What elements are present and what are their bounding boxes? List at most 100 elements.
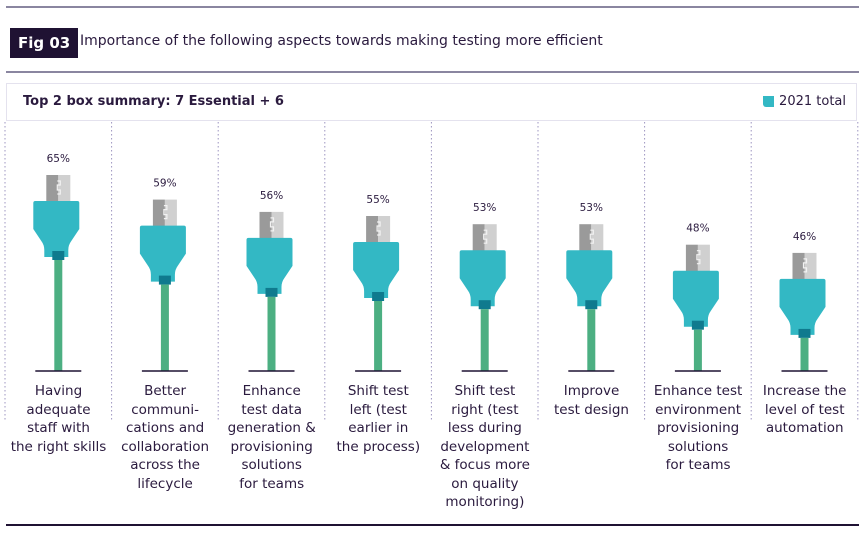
plug-head [353,242,400,298]
figure-badge: Fig 03 [10,28,79,58]
category-label-line: less during [447,420,522,436]
top-rule [6,6,859,8]
category-label-line: provisioning [656,420,740,436]
plug-cable [800,337,809,371]
plug-head [672,270,719,327]
plug-metal-light [591,224,604,252]
plug-collar [372,292,385,301]
plug-head [459,250,506,307]
plug-metal-notch [483,229,488,244]
value-label: 59% [153,178,176,190]
plug-metal-light [804,252,817,280]
plug-metal-light [271,211,284,239]
figure-title: Importance of the following aspects towa… [80,33,603,49]
plug-metal-notch [696,250,701,265]
title-rule [6,71,859,73]
plug-metal-notch [163,205,168,220]
category-label-line: Shift test [347,383,409,399]
summary-text: Top 2 box summary: 7 Essential + 6 [23,94,284,109]
category-label-line: test data [241,401,302,418]
category-label: Improve test design [538,382,645,419]
category-label-line: solutions [667,438,729,455]
value-label: 55% [366,194,389,206]
value-label: 65% [47,153,70,165]
plug-metal-notch [56,180,61,195]
plug-cable [374,301,383,371]
category-label-line: the process) [336,438,421,455]
plug-collar [585,300,598,310]
category-label-line: left (test [349,401,407,418]
category-label-line: across the [130,457,200,473]
summary-bar: Top 2 box summary: 7 Essential + 6 2021 … [6,83,857,121]
category-label-line: on quality [451,475,519,492]
category-label: Enhance test data generation & provisioning… [218,382,325,493]
category-label-line: environment [655,401,742,418]
plug-chart: 65% 59% 56% 55% 53% 53% 48% 46% [4,122,859,422]
category-label: Having adequate staff with the right skills [5,382,112,456]
category-label-line: & focus more [439,457,530,473]
value-label: 53% [473,202,496,214]
category-label-line: Improve [563,383,620,399]
value-label: 46% [793,231,816,243]
plug-metal-dark [366,216,379,243]
category-label-line: test design [553,401,629,418]
plug-cable [267,296,276,371]
value-label: 48% [686,223,709,235]
category-label-line: provisioning [230,438,313,455]
category-label-line: level of test [764,401,845,418]
category-label-line: staff with [27,420,90,436]
category-label-line: Shift test [454,383,516,399]
category-label-line: development [440,438,530,455]
plug-metal-dark [472,224,485,252]
plug-cable [160,284,169,371]
plug-metal-notch [589,229,594,244]
plug-metal-dark [152,199,165,227]
plug-metal-notch [376,221,381,236]
category-label-line: for teams [665,457,731,473]
category-label-line: Better [144,383,187,399]
legend-swatch [763,96,775,107]
category-label: Shift test right (test less during developm… [431,382,538,512]
bottom-rule [6,524,859,526]
plug-metal-light [164,199,177,227]
category-label-line: Increase the [762,383,847,399]
category-label-line: Enhance [242,383,301,399]
plug-metal-light [697,244,710,272]
value-label: 53% [580,202,603,214]
category-label-line: solutions [241,457,302,473]
category-label-line: the right skills [10,438,107,455]
plug-collar [478,300,491,310]
category-label-line: Having [34,383,83,399]
plug-cable [54,260,63,371]
plug-collar [265,287,278,297]
plug-head [139,225,186,282]
plug-metal-dark [259,211,272,239]
plug-head [246,237,293,294]
category-label-line: right (test [451,401,519,418]
category-label-line: for teams [239,475,305,492]
category-label-line: Enhance test [653,383,743,399]
plug-collar [52,251,65,260]
plug-cable [480,309,489,371]
plug-collar [158,275,171,285]
category-label-line: cations and [125,420,205,436]
plug-metal-light [378,216,391,243]
plug-head [33,201,80,257]
plug-metal-dark [579,224,592,252]
plug-collar [691,320,704,330]
category-label-line: communi- [131,401,199,418]
value-label: 56% [260,190,283,202]
plug-cable [693,329,702,371]
category-label: Shift test left (test earlier in the proces… [325,382,432,456]
plug-metal-light [484,224,497,252]
plug-metal-dark [46,175,59,202]
plug-cable [587,309,596,371]
plug-metal-dark [685,244,698,272]
plug-collar [798,328,811,338]
plug-metal-dark [792,252,805,280]
category-label-line: monitoring) [445,494,525,510]
category-label: Enhance test environment provisioning solut… [645,382,752,475]
legend-label: 2021 total [779,94,846,109]
plug-head [566,250,613,307]
category-label-line: earlier in [348,420,409,436]
